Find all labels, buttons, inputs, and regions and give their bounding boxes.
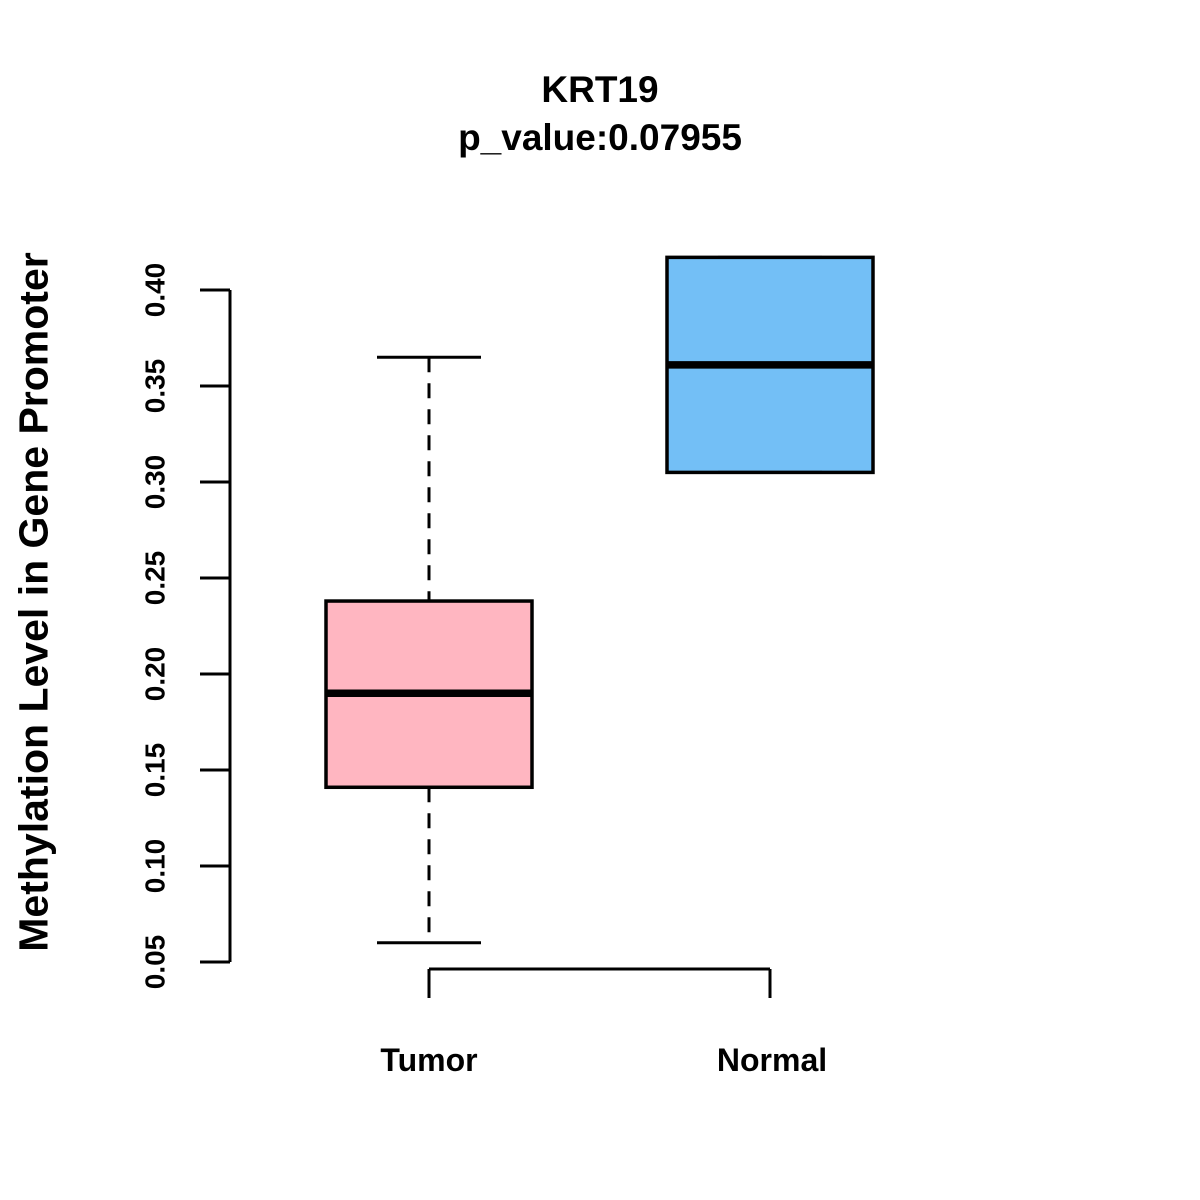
y-axis-tick-label: 0.15 — [140, 743, 171, 798]
chart-title: KRT19 — [541, 69, 659, 110]
y-axis-tick-label: 0.10 — [140, 839, 171, 894]
x-category-label-tumor: Tumor — [380, 1042, 478, 1078]
y-axis-tick-label: 0.20 — [140, 647, 171, 702]
y-axis-tick-label: 0.05 — [140, 935, 171, 990]
chart-subtitle-pvalue: p_value:0.07955 — [458, 117, 742, 158]
x-category-label-normal: Normal — [716, 1042, 828, 1078]
y-axis-tick-label: 0.30 — [140, 455, 171, 510]
y-axis-tick-label: 0.25 — [140, 551, 171, 606]
y-axis-tick-label: 0.35 — [140, 359, 171, 414]
y-axis-tick-label: 0.40 — [140, 263, 171, 318]
